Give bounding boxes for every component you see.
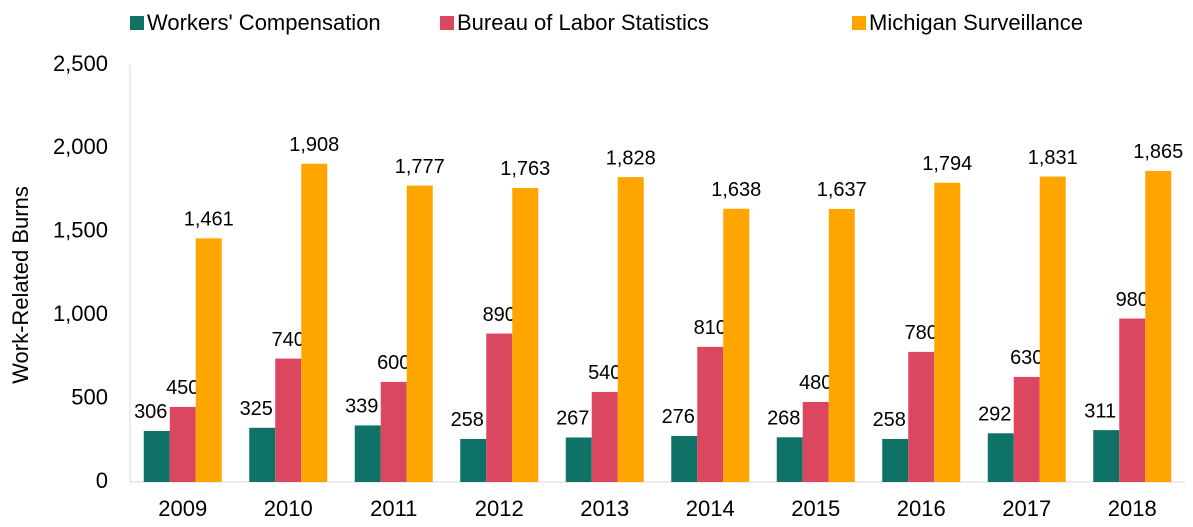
data-label: 1,908 (289, 134, 339, 156)
bar (143, 430, 170, 482)
data-label: 450 (166, 377, 199, 399)
data-label: 258 (451, 409, 484, 431)
bar (249, 427, 276, 482)
y-tick-label: 500 (71, 384, 108, 409)
data-label: 1,763 (500, 158, 550, 180)
data-label: 276 (662, 406, 695, 428)
bar (460, 438, 487, 482)
y-tick-label: 0 (96, 468, 108, 493)
bar (565, 437, 592, 482)
bar (617, 177, 644, 482)
bar (486, 333, 513, 482)
data-label: 540 (588, 362, 621, 384)
data-label: 1,865 (1133, 141, 1183, 163)
bar (406, 185, 433, 482)
bar (723, 208, 750, 482)
x-tick-label: 2018 (1108, 496, 1157, 521)
legend-label: Workers' Compensation (147, 10, 381, 35)
bar (697, 346, 724, 482)
data-label: 890 (483, 304, 516, 326)
data-label: 325 (240, 398, 273, 420)
bar (512, 187, 539, 483)
bar (987, 433, 1014, 482)
data-label: 292 (978, 404, 1011, 426)
data-label: 268 (767, 408, 800, 430)
bar (1145, 170, 1172, 482)
y-tick-label: 2,500 (53, 51, 108, 76)
data-label: 480 (799, 372, 832, 394)
bar (828, 208, 855, 482)
bar (354, 425, 381, 482)
x-tick-label: 2015 (791, 496, 840, 521)
bar (671, 435, 698, 482)
legend-marker (852, 16, 866, 30)
data-label: 740 (272, 329, 305, 351)
bar (776, 437, 803, 482)
bar (908, 351, 935, 482)
data-label: 780 (905, 322, 938, 344)
data-label: 311 (1084, 400, 1116, 422)
legend-label: Bureau of Labor Statistics (457, 10, 709, 35)
bar (1039, 176, 1066, 482)
x-tick-label: 2017 (1002, 496, 1051, 521)
data-label: 1,794 (922, 153, 972, 175)
x-tick-label: 2012 (475, 496, 524, 521)
bar (301, 163, 328, 482)
legend-label: Michigan Surveillance (869, 10, 1083, 35)
y-axis-title: Work-Related Burns (8, 186, 33, 384)
data-label: 1,638 (711, 179, 761, 201)
y-tick-label: 1,500 (53, 218, 108, 243)
bar (934, 182, 961, 482)
x-tick-label: 2010 (264, 496, 313, 521)
bar (802, 401, 829, 482)
data-label: 258 (873, 409, 906, 431)
data-label: 810 (694, 317, 727, 339)
bar (1093, 430, 1120, 482)
bar (1119, 318, 1146, 482)
legend-marker (440, 16, 454, 30)
data-label: 306 (134, 401, 167, 423)
data-label: 1,831 (1028, 147, 1078, 169)
bar (882, 438, 909, 482)
data-label: 1,777 (395, 156, 445, 178)
x-tick-label: 2011 (370, 496, 417, 521)
y-tick-label: 2,000 (53, 134, 108, 159)
data-label: 630 (1010, 347, 1043, 369)
data-label: 1,461 (184, 209, 234, 231)
data-label: 600 (377, 352, 410, 374)
data-label: 267 (556, 408, 589, 430)
bar (1013, 376, 1040, 482)
data-label: 1,637 (817, 179, 867, 201)
y-tick-label: 1,000 (53, 301, 108, 326)
x-tick-label: 2013 (580, 496, 629, 521)
bar (591, 391, 618, 482)
legend-marker (130, 16, 144, 30)
data-label: 339 (345, 396, 378, 418)
bar (275, 358, 302, 482)
x-tick-label: 2009 (158, 496, 207, 521)
bar (380, 381, 407, 482)
x-tick-label: 2016 (897, 496, 946, 521)
bar (195, 238, 222, 482)
x-tick-label: 2014 (686, 496, 735, 521)
data-label: 1,828 (606, 147, 656, 169)
data-label: 980 (1116, 289, 1149, 311)
bar (169, 406, 196, 482)
